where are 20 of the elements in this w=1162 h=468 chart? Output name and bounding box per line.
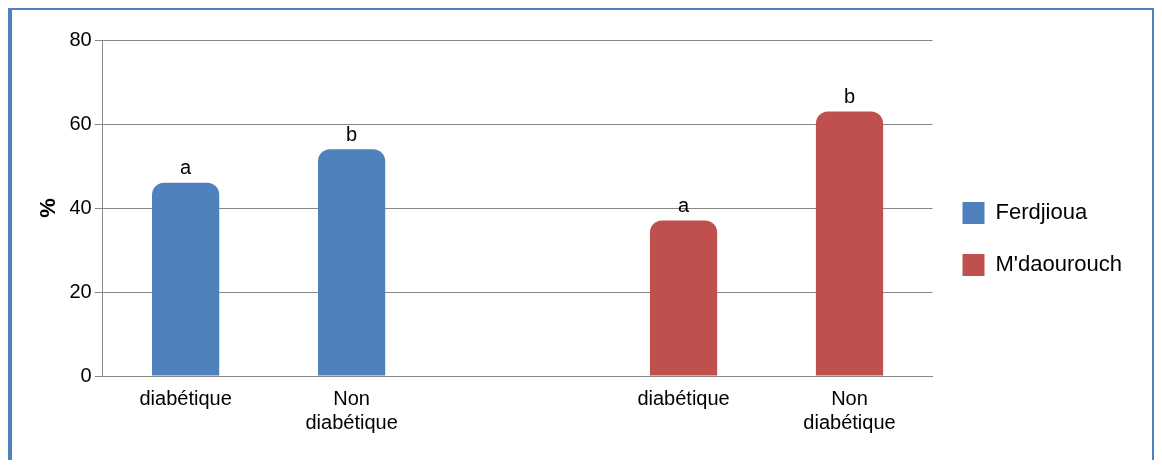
data-label: a	[180, 156, 193, 179]
data-label: b	[843, 84, 856, 107]
legend-label: Ferdjioua	[995, 199, 1088, 225]
bar	[815, 111, 884, 376]
bar	[317, 149, 386, 376]
y-tick-label: 20	[69, 279, 92, 302]
data-label: b	[346, 122, 358, 145]
legend-label: M'daourouch	[995, 251, 1122, 277]
x-tick-label: Non diabétique	[305, 386, 398, 433]
x-tick-label: Non diabétique	[803, 386, 896, 433]
y-tick-label: 60	[69, 111, 92, 134]
y-tick-label: 40	[69, 195, 92, 218]
bar	[152, 182, 220, 376]
x-tick-label: diabétique	[139, 386, 232, 409]
x-tick-label: diabétique	[637, 386, 730, 409]
y-tick-label: 0	[80, 363, 92, 386]
y-tick-label: 80	[69, 27, 92, 50]
data-label: a	[677, 194, 690, 217]
y-axis-title: %	[35, 198, 61, 218]
bar	[649, 220, 718, 376]
